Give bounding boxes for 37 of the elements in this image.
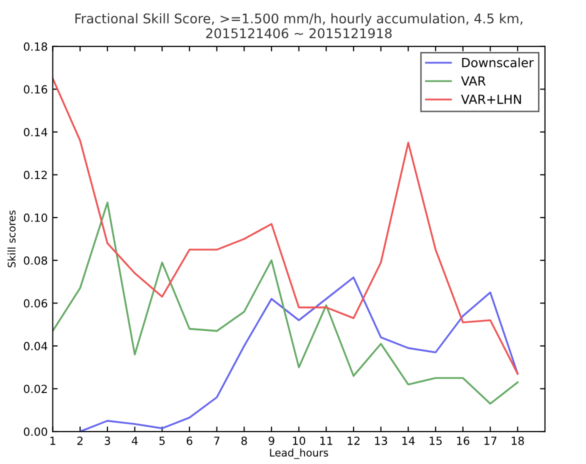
legend-label: VAR <box>461 76 486 86</box>
x-tick-label: 3 <box>104 436 110 445</box>
legend-label: Downscaler <box>462 58 534 68</box>
x-tick-label: 16 <box>457 436 470 445</box>
x-axis-title: Lead_hours <box>270 448 328 459</box>
x-tick-label: 12 <box>348 436 360 445</box>
x-tick-label: 7 <box>214 436 220 445</box>
y-tick-label: 0.16 <box>24 85 48 94</box>
y-axis-title: Skill scores <box>8 210 16 268</box>
x-tick-label: 9 <box>268 436 274 445</box>
x-tick-label: 17 <box>484 436 496 445</box>
y-tick-label: 0.14 <box>24 128 48 136</box>
legend-label: VAR+LHN <box>461 94 521 104</box>
line-series <box>79 276 519 432</box>
x-tick-label: 11 <box>320 436 332 445</box>
x-tick-label: 1 <box>50 436 56 445</box>
y-tick-label: 0.18 <box>24 42 48 51</box>
x-tick-label: 13 <box>375 436 388 445</box>
x-tick-label: 4 <box>132 436 138 445</box>
x-tick-label: 18 <box>512 436 524 445</box>
y-tick-label: 0.00 <box>24 427 48 436</box>
line-series <box>52 78 519 375</box>
x-tick-label: 2 <box>77 436 83 445</box>
y-tick-label: 0.12 <box>24 170 47 180</box>
x-tick-label: 6 <box>186 436 192 445</box>
x-tick-label: 15 <box>430 436 442 445</box>
x-tick-label: 8 <box>241 436 247 445</box>
x-tick-label: 14 <box>402 436 415 445</box>
y-tick-label: 0.06 <box>24 299 48 308</box>
line-series <box>52 202 519 405</box>
x-tick-label: 5 <box>159 436 165 445</box>
y-tick-label: 0.02 <box>24 384 47 394</box>
y-tick-label: 0.10 <box>24 214 48 222</box>
y-tick-label: 0.04 <box>24 342 48 350</box>
x-tick-label: 10 <box>293 436 306 445</box>
y-tick-label: 0.08 <box>24 256 48 265</box>
chart-title: Fractional Skill Score, >=1.500 mm/h, hourly accumulation, 4.5 km, 2015121406 ~ 2015121918 <box>75 13 522 38</box>
